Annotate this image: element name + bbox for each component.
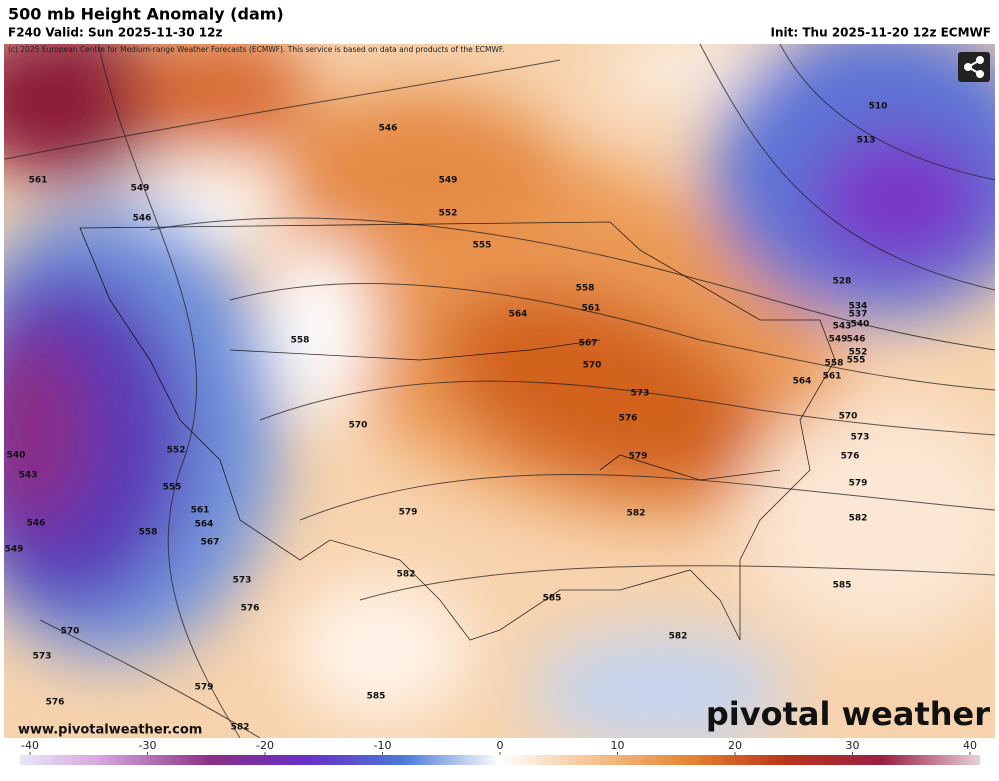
contour-label: 573 [851,433,870,443]
share-button-bg[interactable] [958,52,990,82]
colorbar-tick-label: 20 [728,739,742,752]
contour-label: 552 [167,446,186,456]
contour-label: 555 [163,483,182,493]
contour-label: 576 [241,604,260,614]
colorbar-tick-label: -20 [256,739,274,752]
contour-label: 570 [583,361,602,371]
share-icon[interactable] [964,56,984,78]
contour-label: 546 [379,124,398,134]
colorbar-tick-label: -40 [21,739,39,752]
contour-label: 558 [291,336,310,346]
contour-label: 582 [397,570,416,580]
contour-label: 552 [849,348,868,358]
contour-label: 582 [627,509,646,519]
contour-label: 570 [61,627,80,637]
contour-label: 558 [139,528,158,538]
contour-label: 552 [439,209,458,219]
contour-label: 564 [793,377,812,387]
valid-time: F240 Valid: Sun 2025-11-30 12z [8,26,222,40]
colorbar-tick-label: -30 [139,739,157,752]
share-button[interactable] [958,52,990,82]
colorbar-tick-label: 30 [846,739,860,752]
map-field [4,44,995,738]
contour-label: 543 [833,322,852,332]
contour-label: 555 [473,241,492,251]
contour-label: 579 [195,683,214,693]
contour-label: 567 [579,339,598,349]
contour-label: 561 [582,304,601,314]
copyright: (c) 2025 European Centre for Medium-rang… [8,45,504,54]
contour-label: 543 [19,471,38,481]
colorbar-tick-label: -10 [374,739,392,752]
contour-label: 549 [439,176,458,186]
contour-label: 561 [29,176,48,186]
colorbar-tick-label: 10 [611,739,625,752]
contour-label: 585 [833,581,852,591]
contour-label: 579 [399,508,418,518]
contour-label: 579 [629,452,648,462]
website: www.pivotalweather.com [18,723,202,738]
contour-label: 573 [33,652,52,662]
contour-label: 561 [191,506,210,516]
contour-label: 546 [133,214,152,224]
contour-label: 576 [619,414,638,424]
contour-label: 549 [5,545,24,555]
contour-label: 537 [849,310,868,320]
contour-label: 513 [857,136,876,146]
contour-label: 573 [233,576,252,586]
contour-label: 573 [631,389,650,399]
contour-labels: 5615495465465495525555585645585615675705… [5,102,888,733]
contour-label: 564 [509,310,528,320]
colorbar-tick-label: 40 [963,739,977,752]
contour-label: 582 [849,514,868,524]
contour-label: 558 [825,359,844,369]
contour-label: 576 [46,698,65,708]
contour-label: 576 [841,452,860,462]
contour-label: 570 [349,421,368,431]
contour-label: 579 [849,479,868,489]
contour-label: 570 [839,412,858,422]
colorbar-tick-label: 0 [497,739,504,752]
contour-label: 582 [231,723,250,733]
init-time: Init: Thu 2025-11-20 12z ECMWF [771,26,991,40]
contour-label: 585 [543,594,562,604]
contour-label: 582 [669,632,688,642]
contour-label: 564 [195,520,214,530]
contour-label: 549 [829,335,848,345]
contour-label: 585 [367,692,386,702]
contour-label: 567 [201,538,220,548]
contour-label: 546 [847,335,866,345]
contour-label: 561 [823,372,842,382]
contour-label: 510 [869,102,888,112]
contour-label: 558 [576,284,595,294]
contour-label: 555 [847,356,866,366]
contour-label: 546 [27,519,46,529]
contour-label: 528 [833,277,852,287]
title: 500 mb Height Anomaly (dam) [8,5,284,24]
contour-label: 549 [131,184,150,194]
watermark: pivotal weather [706,695,990,733]
contour-label: 534 [849,302,868,312]
contour-label: 540 [851,320,870,330]
colorbar [20,755,980,765]
colorbar-ticks: -40 -30 -20 -10 0 10 20 30 40 [21,739,977,755]
contour-label: 540 [7,451,26,461]
